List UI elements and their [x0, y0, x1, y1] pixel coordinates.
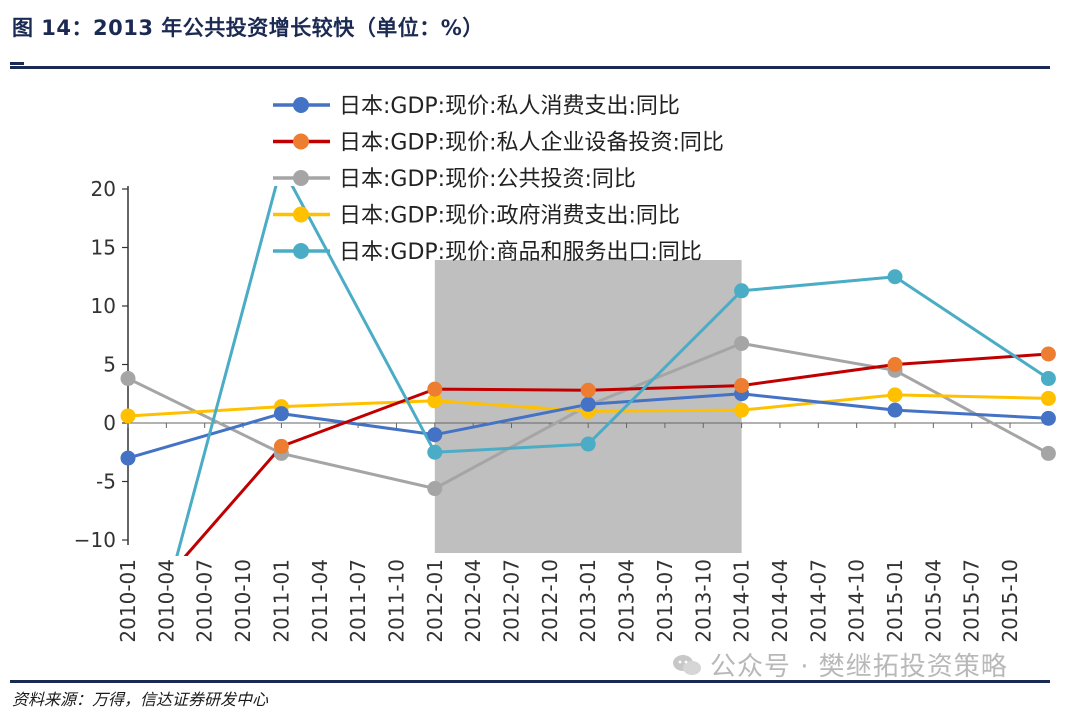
chart-legend: 日本:GDP:现价:私人消费支出:同比日本:GDP:现价:私人企业设备投资:同比… [273, 94, 724, 265]
y-tick-label: -5 [96, 470, 116, 494]
data-point [580, 382, 596, 398]
x-tick-label: 2013-04 [615, 559, 639, 643]
source-note: 资料来源：万得，信达证券研发中心 [12, 690, 269, 709]
data-point [1040, 390, 1056, 406]
legend-label: 日本:GDP:现价:私人消费支出:同比 [339, 94, 680, 119]
data-point [120, 450, 136, 466]
data-point [273, 438, 289, 454]
x-tick-label: 2014-10 [845, 559, 869, 643]
data-point [580, 436, 596, 452]
data-point [1040, 371, 1056, 387]
x-tick-label: 2013-10 [691, 559, 715, 643]
legend-label: 日本:GDP:现价:公共投资:同比 [339, 167, 636, 192]
y-tick-label: −10 [74, 528, 116, 552]
x-tick-label: 2012-04 [461, 559, 485, 643]
x-tick-label: 2012-01 [423, 559, 447, 643]
x-tick-label: 2011-10 [384, 559, 408, 643]
x-tick-label: 2014-01 [730, 559, 754, 643]
x-tick-label: 2011-04 [308, 559, 332, 643]
data-point [120, 408, 136, 424]
x-tick-label: 2015-07 [960, 559, 984, 643]
watermark: 公众号 · 樊继拓投资策略 [672, 646, 1008, 683]
data-point [734, 402, 750, 418]
data-point [1040, 445, 1056, 461]
data-point [427, 444, 443, 460]
x-tick-label: 2010-04 [154, 559, 178, 643]
data-point [887, 269, 903, 285]
data-point [427, 381, 443, 397]
x-tick-label: 2015-10 [998, 559, 1022, 643]
y-tick-label: 20 [91, 177, 116, 201]
x-tick-label: 2010-10 [231, 559, 255, 643]
legend-marker [293, 133, 309, 150]
data-point [734, 378, 750, 394]
legend-label: 日本:GDP:现价:政府消费支出:同比 [339, 204, 680, 229]
title-rule-mark [10, 62, 24, 65]
data-point [580, 396, 596, 412]
wechat-icon [673, 654, 701, 675]
y-tick-label: 5 [103, 353, 116, 377]
data-point [887, 357, 903, 372]
legend-marker [293, 206, 309, 223]
y-tick-label: 10 [91, 294, 116, 318]
legend-label: 日本:GDP:现价:私人企业设备投资:同比 [339, 131, 724, 156]
x-tick-label: 2013-01 [576, 559, 600, 643]
y-tick-label: 15 [91, 236, 116, 260]
x-tick-label: 2011-01 [269, 559, 293, 643]
x-tick-label: 2010-07 [193, 559, 217, 643]
x-tick-label: 2014-07 [806, 559, 830, 643]
data-point [887, 387, 903, 403]
x-tick-label: 2015-04 [921, 559, 945, 643]
y-tick-label: 0 [103, 411, 116, 435]
data-point [734, 335, 750, 351]
data-point [427, 427, 443, 443]
data-point [120, 371, 136, 387]
x-tick-label: 2012-10 [538, 559, 562, 643]
data-point [734, 283, 750, 299]
data-point [1040, 410, 1056, 426]
x-tick-label: 2011-07 [346, 559, 370, 643]
legend-marker [293, 243, 309, 259]
data-point [427, 481, 443, 497]
chart-markers [120, 269, 1056, 497]
legend-marker [293, 97, 309, 113]
data-point [273, 406, 289, 422]
x-tick-label: 2010-01 [116, 559, 140, 643]
watermark-text: 公众号 · 樊继拓投资策略 [710, 652, 1008, 682]
legend-label: 日本:GDP:现价:商品和服务出口:同比 [339, 240, 702, 265]
x-tick-label: 2013-07 [653, 559, 677, 643]
data-point [1040, 346, 1056, 362]
data-point [887, 402, 903, 418]
bottom-rule [10, 680, 1050, 683]
figure-title: 图 14：2013 年公共投资增长较快（单位：%） [12, 16, 484, 40]
legend-marker [293, 170, 309, 186]
x-tick-label: 2012-07 [500, 559, 524, 643]
x-tick-label: 2015-01 [883, 559, 907, 643]
title-rule [10, 66, 1050, 69]
x-tick-label: 2014-04 [768, 559, 792, 643]
data-point [427, 393, 443, 409]
